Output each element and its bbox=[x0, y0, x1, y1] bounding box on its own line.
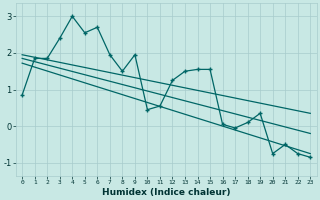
X-axis label: Humidex (Indice chaleur): Humidex (Indice chaleur) bbox=[102, 188, 230, 197]
